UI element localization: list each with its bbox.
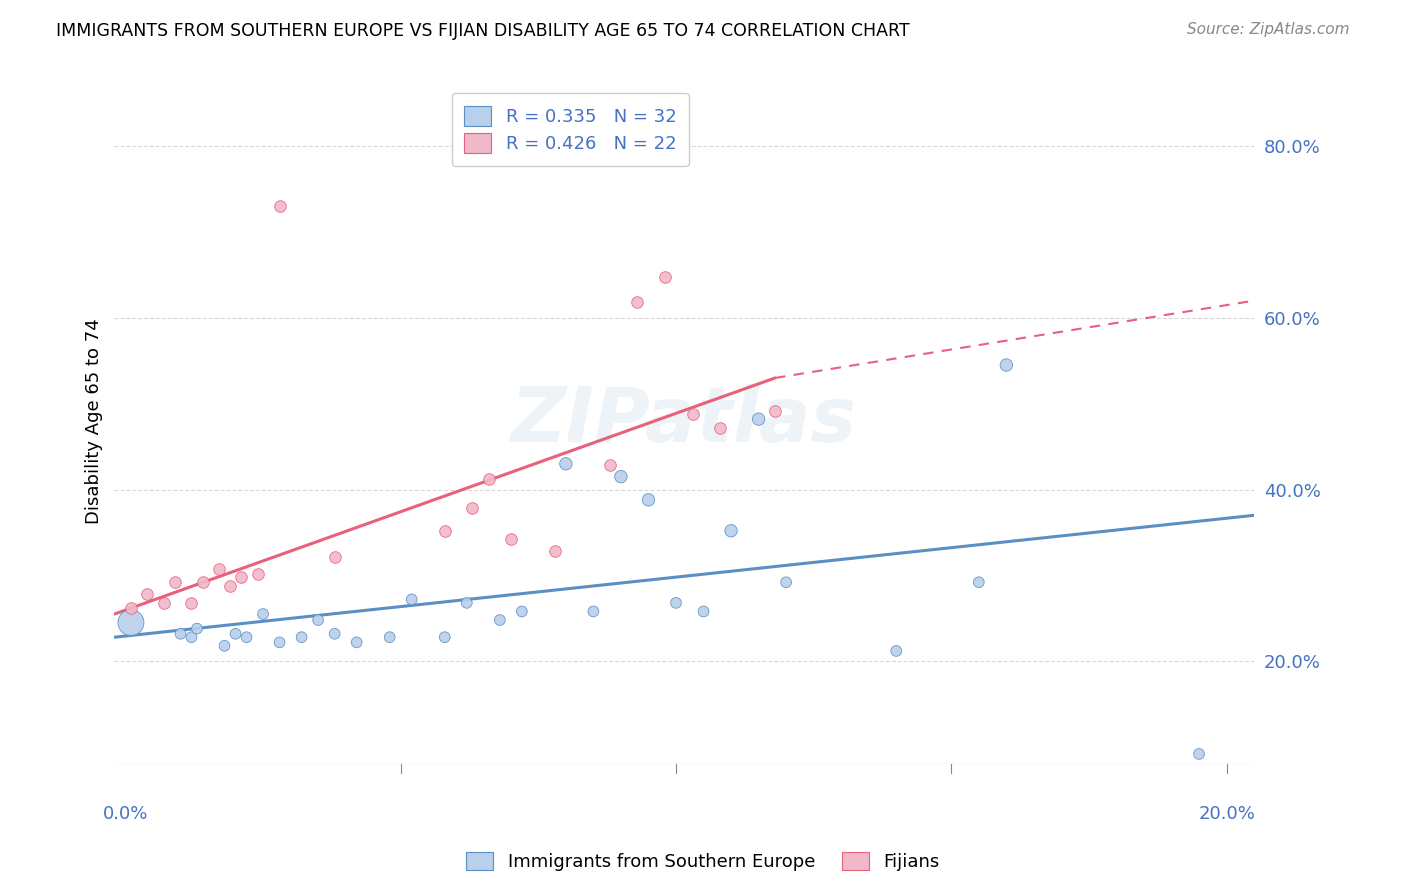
Legend: Immigrants from Southern Europe, Fijians: Immigrants from Southern Europe, Fijians	[458, 845, 948, 879]
Point	[219, 579, 242, 593]
Point	[637, 492, 659, 507]
Point	[153, 596, 176, 610]
Point	[582, 604, 605, 618]
Point	[229, 570, 252, 584]
Point	[186, 622, 208, 636]
Point	[748, 412, 770, 426]
Point	[654, 269, 676, 284]
Point	[307, 613, 329, 627]
Point	[291, 630, 314, 644]
Point	[225, 627, 247, 641]
Point	[378, 630, 401, 644]
Point	[346, 635, 368, 649]
Point	[401, 592, 423, 607]
Point	[499, 533, 522, 547]
Point	[163, 575, 186, 590]
Point	[610, 469, 633, 483]
Point	[433, 524, 456, 538]
Point	[720, 524, 742, 538]
Point	[995, 358, 1018, 372]
Point	[626, 295, 648, 310]
Point	[120, 601, 142, 615]
Point	[180, 596, 202, 610]
Point	[246, 566, 269, 581]
Point	[763, 403, 786, 417]
Point	[252, 607, 274, 621]
Text: IMMIGRANTS FROM SOUTHERN EUROPE VS FIJIAN DISABILITY AGE 65 TO 74 CORRELATION CH: IMMIGRANTS FROM SOUTHERN EUROPE VS FIJIA…	[56, 22, 910, 40]
Point	[269, 199, 291, 213]
Point	[235, 630, 257, 644]
Point	[214, 639, 236, 653]
Point	[488, 613, 510, 627]
Text: 20.0%: 20.0%	[1198, 805, 1256, 823]
Point	[544, 544, 567, 558]
Point	[884, 644, 907, 658]
Text: Source: ZipAtlas.com: Source: ZipAtlas.com	[1187, 22, 1350, 37]
Point	[967, 575, 990, 590]
Point	[665, 596, 688, 610]
Point	[478, 472, 501, 486]
Point	[180, 630, 202, 644]
Point	[775, 575, 797, 590]
Point	[461, 501, 484, 516]
Point	[682, 407, 704, 421]
Point	[456, 596, 478, 610]
Point	[323, 549, 346, 564]
Point	[208, 561, 231, 575]
Point	[554, 457, 576, 471]
Point	[120, 615, 142, 630]
Point	[191, 575, 214, 590]
Point	[599, 458, 621, 473]
Point	[692, 604, 714, 618]
Text: ZIPatlas: ZIPatlas	[512, 384, 858, 458]
Y-axis label: Disability Age 65 to 74: Disability Age 65 to 74	[86, 318, 103, 524]
Point	[269, 635, 291, 649]
Point	[510, 604, 533, 618]
Text: 0.0%: 0.0%	[103, 805, 148, 823]
Point	[169, 627, 191, 641]
Point	[433, 630, 456, 644]
Legend: R = 0.335   N = 32, R = 0.426   N = 22: R = 0.335 N = 32, R = 0.426 N = 22	[451, 94, 689, 166]
Point	[136, 587, 159, 601]
Point	[709, 421, 731, 435]
Point	[323, 627, 346, 641]
Point	[1188, 747, 1211, 761]
